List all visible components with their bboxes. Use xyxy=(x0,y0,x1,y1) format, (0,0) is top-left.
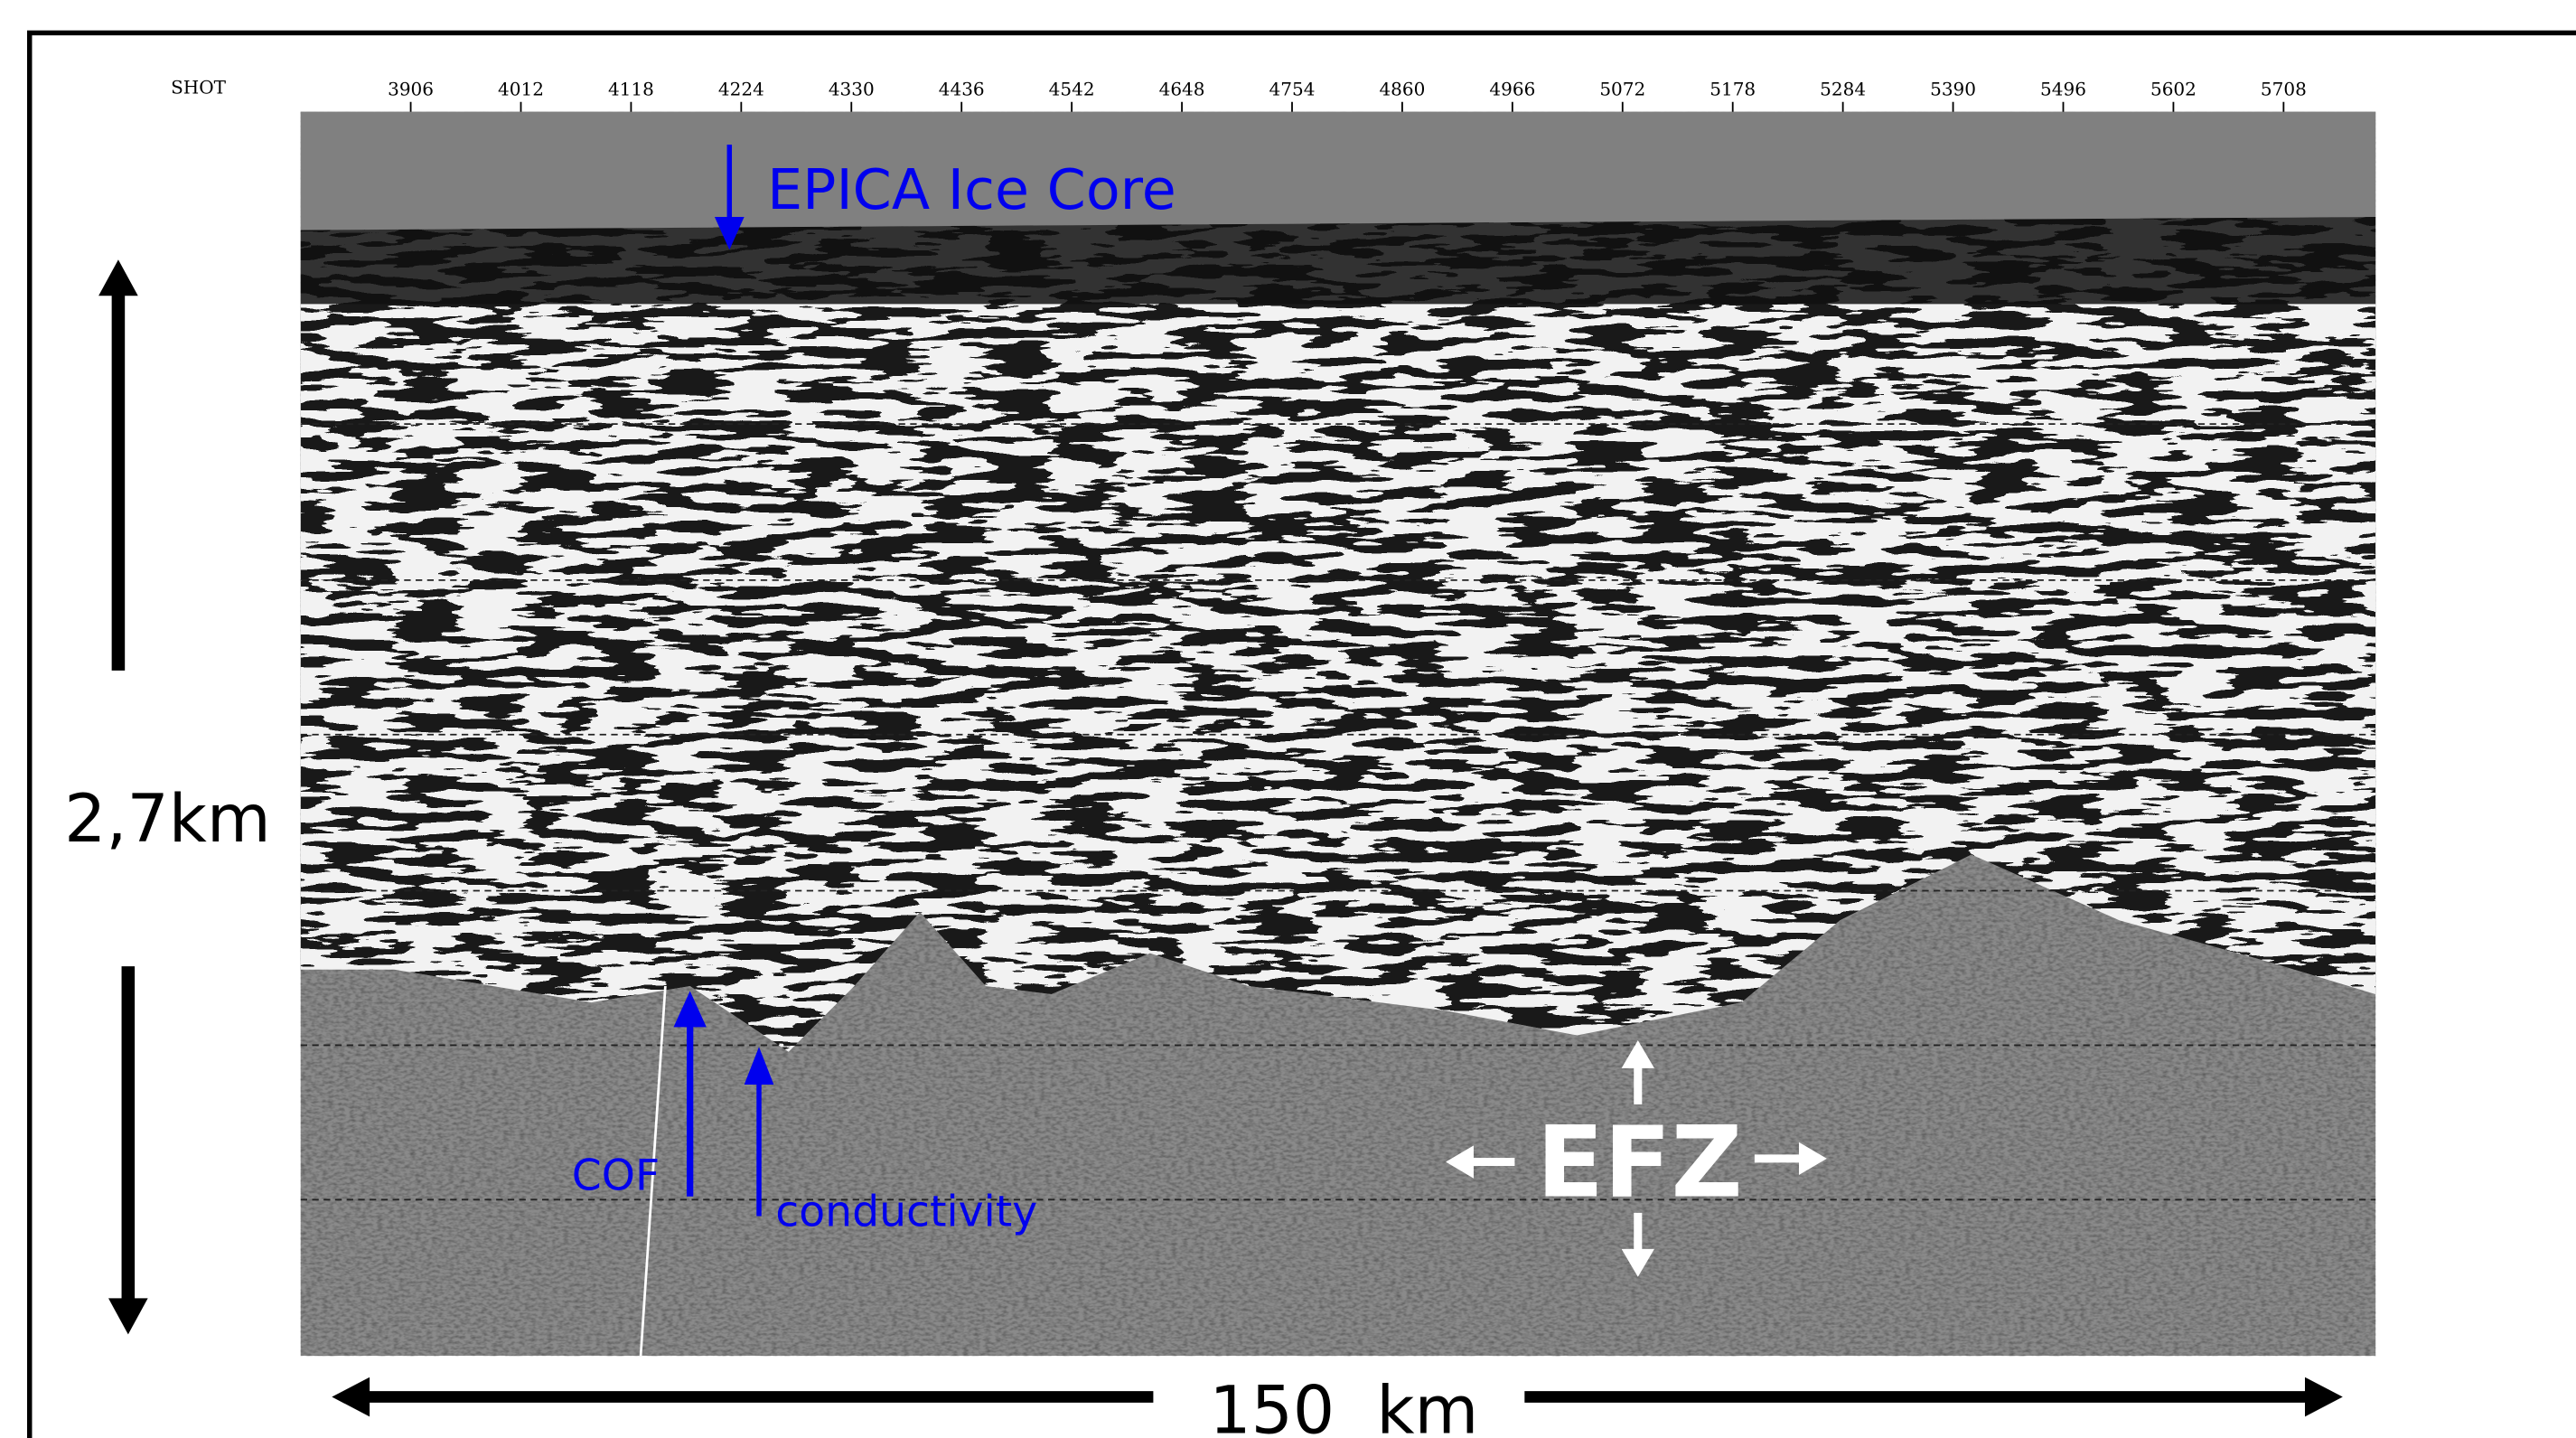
tick-label: 4118 xyxy=(608,78,654,99)
depth-label: 2,7km xyxy=(64,781,271,858)
cof-label: COF xyxy=(572,1151,660,1200)
arrowhead xyxy=(2304,1377,2343,1417)
efz-arrows xyxy=(1446,1039,1827,1277)
depth-lines xyxy=(300,423,2376,1201)
arrowhead xyxy=(1798,1142,1827,1176)
efz-label: EFZ xyxy=(1537,1105,1743,1220)
fault-line xyxy=(639,985,667,1357)
arrowhead xyxy=(1621,1039,1654,1068)
blue-arrows xyxy=(673,145,774,1217)
frame xyxy=(27,30,2576,1438)
surface-band xyxy=(300,217,2376,305)
tick-label: 4224 xyxy=(718,78,764,99)
arrowhead xyxy=(1621,1248,1654,1277)
tick-label: 4542 xyxy=(1049,78,1095,99)
tick-label: 4754 xyxy=(1269,78,1316,99)
radargram xyxy=(300,111,2376,1357)
ice-core-label: EPICA Ice Core xyxy=(767,157,1176,222)
arrowhead xyxy=(332,1377,370,1417)
tick-label: 3906 xyxy=(388,78,434,99)
arrowhead xyxy=(714,217,745,250)
tick-label: 4648 xyxy=(1159,78,1205,99)
tick-label: 4012 xyxy=(498,78,544,99)
arrowhead xyxy=(1446,1145,1474,1179)
tick-label: 5496 xyxy=(2040,78,2086,99)
tick-label: 4966 xyxy=(1489,78,1535,99)
tick-label: 4860 xyxy=(1379,78,1425,99)
tick-label: 5178 xyxy=(1710,78,1756,99)
tick-label: 5602 xyxy=(2150,78,2197,99)
arrowhead xyxy=(98,259,138,296)
axis-label: SHOT xyxy=(171,77,227,99)
arrowhead xyxy=(673,991,707,1028)
tick-label: 5708 xyxy=(2261,78,2307,99)
arrowhead xyxy=(744,1047,774,1086)
shot-ticks: 3906 4012 4118 4224 4330 4436 4542 4648 4754 4860… xyxy=(388,78,2307,112)
tick-label: 5072 xyxy=(1599,78,1645,99)
tick-label: 5390 xyxy=(1930,78,1976,99)
conductivity-label: conductivity xyxy=(775,1187,1037,1236)
tick-label: 4330 xyxy=(829,78,875,99)
tick-label: 5284 xyxy=(1820,78,1866,99)
arrowhead xyxy=(108,1298,148,1335)
air-layer xyxy=(300,111,2376,230)
distance-label: 150 km xyxy=(1209,1373,1478,1438)
scale-arrows xyxy=(98,259,2343,1417)
tick-label: 4436 xyxy=(939,78,985,99)
